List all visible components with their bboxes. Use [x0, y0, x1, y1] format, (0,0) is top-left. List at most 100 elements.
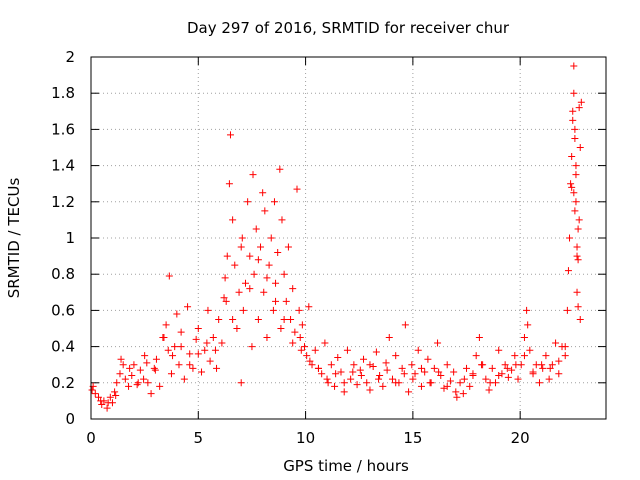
data-point — [246, 252, 254, 260]
data-point — [573, 288, 581, 296]
data-point — [229, 315, 237, 323]
data-point — [278, 216, 286, 224]
data-point — [366, 361, 374, 369]
data-point — [495, 372, 503, 380]
data-point — [223, 252, 231, 260]
data-point — [405, 388, 413, 396]
data-point — [437, 372, 445, 380]
data-point — [306, 357, 314, 365]
data-point — [526, 346, 534, 354]
data-point — [143, 359, 151, 367]
data-point — [226, 131, 234, 139]
data-point — [180, 375, 188, 383]
data-point — [446, 377, 454, 385]
data-point — [263, 274, 271, 282]
data-point — [252, 225, 260, 233]
data-point — [296, 334, 304, 342]
data-point — [177, 328, 185, 336]
data-point — [376, 372, 384, 380]
data-point — [360, 355, 368, 363]
data-point — [383, 366, 391, 374]
data-point — [95, 393, 103, 401]
y-tick-label: 0.8 — [51, 265, 75, 283]
data-point — [440, 384, 448, 392]
data-point — [250, 270, 258, 278]
data-point — [225, 180, 233, 188]
data-point — [237, 243, 245, 251]
data-point — [194, 350, 202, 358]
data-point — [291, 328, 299, 336]
data-point — [186, 361, 194, 369]
data-point — [167, 370, 175, 378]
data-point — [385, 334, 393, 342]
data-point — [133, 381, 141, 389]
data-point — [539, 364, 547, 372]
data-point — [280, 315, 288, 323]
data-point — [574, 225, 582, 233]
data-point — [570, 89, 578, 97]
data-point — [160, 334, 168, 342]
data-point — [546, 364, 554, 372]
data-point — [171, 343, 179, 351]
data-point — [456, 379, 464, 387]
data-point — [332, 370, 340, 378]
data-point — [235, 288, 243, 296]
data-point — [363, 379, 371, 387]
data-point — [563, 306, 571, 314]
data-point — [398, 364, 406, 372]
data-point — [259, 189, 267, 197]
y-tick-label: 1.8 — [51, 84, 75, 102]
data-point — [538, 361, 546, 369]
data-point — [177, 343, 185, 351]
data-point — [289, 285, 297, 293]
data-point — [504, 373, 512, 381]
data-point — [545, 375, 553, 383]
data-point — [204, 306, 212, 314]
data-point — [568, 153, 576, 161]
data-point — [369, 363, 377, 371]
data-point — [263, 334, 271, 342]
x-tick-label: 15 — [403, 429, 422, 447]
data-point — [401, 321, 409, 329]
data-point — [209, 334, 217, 342]
axis-ticks — [90, 56, 606, 420]
y-tick-label: 1 — [65, 229, 75, 247]
data-point — [156, 382, 164, 390]
data-point — [128, 372, 136, 380]
data-point — [134, 379, 142, 387]
data-point — [561, 352, 569, 360]
data-point — [106, 393, 114, 401]
data-point — [366, 386, 374, 394]
data-point — [287, 315, 295, 323]
data-point — [375, 375, 383, 383]
data-point — [574, 303, 582, 311]
x-tick-label: 5 — [194, 429, 204, 447]
data-point — [112, 391, 120, 399]
data-point — [169, 352, 177, 360]
data-point — [238, 234, 246, 242]
data-point — [411, 370, 419, 378]
data-point — [280, 270, 288, 278]
data-point — [434, 339, 442, 347]
data-point — [469, 370, 477, 378]
data-point — [126, 364, 134, 372]
data-point — [229, 216, 237, 224]
data-point — [576, 144, 584, 151]
data-point — [566, 234, 574, 242]
data-point — [242, 279, 249, 287]
data-point — [248, 343, 256, 351]
data-point — [270, 198, 278, 206]
data-point — [520, 352, 528, 360]
data-point — [353, 381, 361, 389]
data-point — [111, 388, 119, 396]
data-point — [186, 350, 194, 358]
data-point — [567, 180, 575, 188]
data-point — [175, 361, 183, 369]
data-point — [511, 352, 519, 360]
data-point — [203, 339, 211, 347]
data-point — [88, 386, 96, 394]
data-point — [572, 171, 580, 179]
data-point — [426, 379, 434, 387]
data-point — [231, 261, 239, 269]
data-point — [570, 62, 578, 70]
